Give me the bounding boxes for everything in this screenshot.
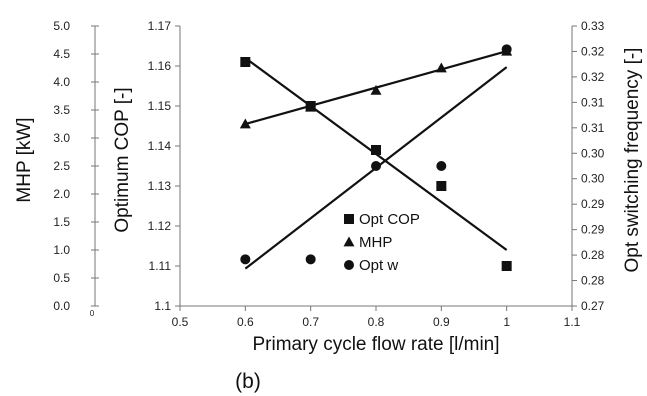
series-mhp bbox=[239, 45, 513, 129]
x-tick-label: 1 bbox=[503, 315, 510, 329]
legend-marker-mhp bbox=[343, 236, 355, 247]
frequency-tick-label: 0.32 bbox=[581, 70, 605, 84]
mhp-tick-label: 4.5 bbox=[53, 47, 70, 61]
point-opt-w bbox=[305, 254, 316, 265]
series bbox=[239, 44, 513, 271]
point-opt-cop bbox=[501, 261, 512, 271]
mhp-orphan-label: 0 bbox=[90, 309, 95, 318]
x-axis-title: Primary cycle flow rate [l/min] bbox=[252, 334, 499, 355]
x-tick-label: 0.8 bbox=[368, 315, 385, 329]
x-tick-label: 0.7 bbox=[302, 315, 319, 329]
frequency-tick-label: 0.30 bbox=[581, 172, 605, 186]
legend-marker-opt-w bbox=[344, 260, 354, 270]
frequency-tick-label: 0.30 bbox=[581, 146, 605, 160]
cop-tick-label: 1.11 bbox=[149, 259, 172, 273]
frequency-tick-label: 0.28 bbox=[581, 274, 605, 288]
point-opt-cop bbox=[371, 145, 381, 155]
point-opt-w bbox=[436, 161, 447, 171]
mhp-tick-label: 0.5 bbox=[53, 271, 70, 285]
point-opt-cop bbox=[436, 181, 447, 191]
x-tick-label: 0.5 bbox=[172, 315, 189, 329]
cop-tick-label: 1.1 bbox=[154, 299, 171, 313]
point-opt-w bbox=[371, 161, 381, 171]
mhp-tick-label: 0.0 bbox=[53, 299, 70, 313]
x-tick-label: 1.1 bbox=[564, 315, 581, 329]
frequency-tick-label: 0.29 bbox=[581, 223, 605, 237]
frequency-tick-label: 0.31 bbox=[581, 121, 605, 135]
point-opt-w bbox=[240, 254, 251, 265]
cop-tick-label: 1.16 bbox=[148, 59, 172, 73]
frequency-tick-label: 0.32 bbox=[581, 44, 605, 58]
mhp-axis-title: MHP [kW] bbox=[14, 117, 35, 202]
mhp-tick-label: 4.0 bbox=[53, 75, 70, 89]
point-mhp bbox=[435, 62, 447, 73]
mhp-tick-label: 2.5 bbox=[53, 159, 70, 173]
mhp-tick-label: 1.5 bbox=[53, 215, 70, 229]
frequency-tick-label: 0.29 bbox=[581, 197, 605, 211]
x-tick-label: 0.6 bbox=[237, 315, 254, 329]
frequency-tick-label: 0.31 bbox=[581, 95, 605, 109]
figure-caption: (b) bbox=[235, 370, 261, 393]
mhp-tick-label: 1.0 bbox=[53, 243, 70, 257]
legend-label-opt-cop: Opt COP bbox=[359, 211, 420, 228]
mhp-tick-label: 3.0 bbox=[53, 131, 70, 145]
point-mhp bbox=[239, 118, 251, 129]
mhp-tick-label: 5.0 bbox=[53, 19, 70, 33]
cop-tick-label: 1.17 bbox=[148, 19, 172, 33]
mhp-tick-label: 2.0 bbox=[53, 187, 70, 201]
point-mhp bbox=[370, 84, 382, 95]
cop-tick-label: 1.15 bbox=[148, 99, 172, 113]
mhp-tick-label: 3.5 bbox=[53, 103, 70, 117]
point-opt-w bbox=[501, 44, 512, 55]
cop-tick-label: 1.12 bbox=[148, 219, 172, 233]
cop-tick-label: 1.13 bbox=[148, 179, 172, 193]
frequency-tick-label: 0.33 bbox=[581, 19, 605, 33]
point-opt-cop bbox=[240, 57, 251, 67]
legend: Opt COP MHP Opt w bbox=[343, 211, 420, 274]
frequency-tick-label: 0.28 bbox=[581, 248, 605, 262]
axes: 0.5 0.6 0.7 0.8 0.9 1 1.1 1.1 1.11 1.12 1.13 1.14 1.… bbox=[53, 19, 604, 329]
legend-label-opt-w: Opt w bbox=[359, 257, 398, 274]
legend-label-mhp: MHP bbox=[359, 234, 392, 251]
x-tick-label: 0.9 bbox=[433, 315, 450, 329]
cop-tick-label: 1.14 bbox=[148, 139, 172, 153]
legend-marker-opt-cop bbox=[344, 214, 354, 224]
point-mhp bbox=[305, 101, 317, 112]
frequency-tick-label: 0.27 bbox=[581, 299, 605, 313]
frequency-axis-title: Opt switching frequency [-] bbox=[622, 48, 643, 273]
cop-axis-title: Optimum COP [-] bbox=[112, 87, 133, 232]
series-opt-w bbox=[240, 44, 512, 270]
